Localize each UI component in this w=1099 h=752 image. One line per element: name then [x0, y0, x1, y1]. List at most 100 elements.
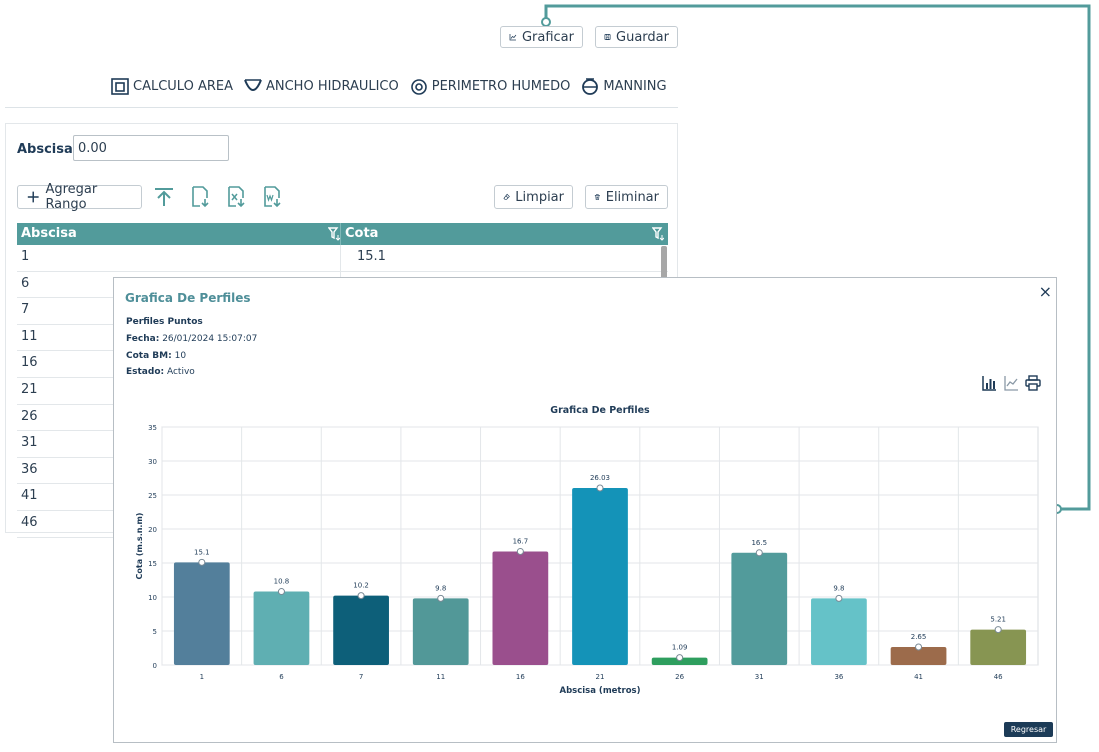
x-tick-label: 21 — [596, 673, 605, 681]
y-tick-label: 30 — [148, 458, 157, 466]
cota-value: 10 — [174, 351, 187, 361]
calculo-area-tool[interactable]: CALCULO AREA — [110, 76, 233, 96]
data-label: 10.2 — [353, 582, 369, 590]
guardar-button[interactable]: Guardar — [595, 26, 678, 48]
filter-icon[interactable] — [652, 227, 664, 241]
x-tick-label: 16 — [516, 673, 525, 681]
abscisa-input[interactable] — [73, 135, 229, 161]
y-tick-label: 10 — [148, 594, 157, 602]
cell-abscisa: 21 — [21, 381, 38, 397]
chart-modal: Grafica De Perfiles × Perfiles Puntos Fe… — [113, 277, 1057, 743]
eraser-icon — [503, 193, 510, 200]
data-label: 16.5 — [751, 539, 767, 547]
bar-marker-11 — [437, 594, 445, 602]
bar-marker-7 — [357, 592, 365, 600]
bar-26 — [651, 657, 708, 665]
cell-abscisa: 16 — [21, 355, 38, 371]
tools-toolbar: CALCULO AREA ANCHO HIDRAULICO PERIMETRO … — [110, 76, 667, 96]
x-tick-label: 6 — [279, 673, 284, 681]
area-icon — [111, 78, 129, 95]
close-icon[interactable]: × — [1038, 282, 1052, 301]
bar-46 — [970, 629, 1027, 665]
upload-icon[interactable] — [152, 185, 176, 209]
data-label: 9.8 — [435, 584, 446, 592]
data-label: 2.65 — [911, 633, 927, 641]
word-file-icon[interactable] — [260, 185, 284, 209]
x-tick-label: 36 — [834, 673, 843, 681]
cell-abscisa: 7 — [21, 302, 30, 318]
graficar-label: Graficar — [521, 29, 574, 45]
manning-icon — [582, 78, 599, 95]
bar-41 — [890, 646, 947, 665]
filter-icon[interactable] — [328, 227, 340, 241]
x-tick-label: 41 — [914, 673, 923, 681]
data-label: 15.1 — [194, 548, 210, 556]
cell-divider — [340, 245, 341, 271]
chart-title: Grafica De Perfiles — [550, 405, 650, 416]
bar-marker-1 — [198, 558, 206, 566]
meta-cota: Cota BM: 10 — [126, 351, 186, 361]
print-icon[interactable] — [1025, 375, 1041, 391]
header-abscisa[interactable]: Abscisa — [21, 226, 77, 241]
cell-abscisa: 11 — [21, 328, 38, 344]
bar-6 — [253, 591, 310, 665]
cell-abscisa: 36 — [21, 461, 38, 477]
cell-abscisa: 31 — [21, 435, 38, 451]
y-tick-label: 5 — [153, 628, 157, 636]
cell-cota: 15.1 — [357, 249, 386, 264]
graficar-button[interactable]: Graficar — [500, 26, 583, 48]
cell-abscisa: 26 — [21, 408, 38, 424]
meta-estado: Estado: Activo — [126, 367, 195, 377]
x-tick-label: 26 — [675, 673, 684, 681]
divider — [5, 107, 678, 108]
data-label: 10.8 — [274, 578, 290, 586]
y-tick-label: 35 — [148, 424, 157, 432]
y-tick-label: 20 — [148, 526, 157, 534]
modal-title: Grafica De Perfiles — [125, 291, 251, 305]
agregar-rango-label: Agregar Rango — [45, 182, 98, 212]
bar-7 — [333, 595, 389, 665]
manning-tool[interactable]: MANNING — [580, 76, 667, 96]
excel-file-icon[interactable] — [224, 185, 248, 209]
line-chart-icon[interactable] — [1003, 375, 1019, 391]
estado-value: Activo — [166, 367, 195, 377]
y-axis-label: Cota (m.s.n.m) — [135, 513, 144, 580]
header-cota[interactable]: Cota — [345, 226, 379, 241]
bar-marker-36 — [835, 594, 843, 602]
fecha-label: Fecha: — [126, 334, 160, 344]
fecha-value: 26/01/2024 15:07:07 — [162, 334, 258, 344]
manning-label: MANNING — [603, 78, 667, 94]
bar-marker-21 — [596, 484, 604, 492]
eliminar-button[interactable]: Eliminar — [585, 185, 668, 209]
table-header: Abscisa Cota — [17, 223, 668, 245]
agregar-rango-button[interactable]: Agregar Rango — [17, 182, 142, 212]
bar-marker-46 — [994, 626, 1002, 634]
y-tick-label: 25 — [148, 492, 157, 500]
bar-marker-26 — [676, 654, 684, 662]
table-scrollbar[interactable] — [661, 246, 667, 280]
save-icon — [604, 34, 611, 40]
guardar-label: Guardar — [616, 29, 669, 45]
bar-marker-6 — [277, 588, 285, 596]
cell-abscisa: 1 — [21, 249, 30, 264]
plus-icon — [27, 191, 39, 203]
y-tick-label: 15 — [148, 560, 157, 568]
ancho-hidraulico-label: ANCHO HIDRAULICO — [265, 78, 399, 94]
ancho-hidraulico-tool[interactable]: ANCHO HIDRAULICO — [243, 76, 399, 96]
bar-31 — [731, 552, 788, 665]
cota-label: Cota BM: — [126, 351, 172, 361]
limpiar-button[interactable]: Limpiar — [494, 185, 573, 209]
x-axis-label: Abscisa (metros) — [560, 686, 641, 696]
bar-chart-icon[interactable] — [981, 375, 997, 391]
table-row[interactable]: 1 15.1 — [17, 245, 668, 272]
cell-abscisa: 41 — [21, 488, 38, 504]
perimetro-humedo-tool[interactable]: PERIMETRO HUMEDO — [409, 76, 570, 96]
data-label: 9.8 — [833, 584, 844, 592]
bar-11 — [412, 598, 469, 665]
bar-marker-31 — [755, 549, 763, 557]
import-file-icon[interactable] — [188, 185, 212, 209]
cell-abscisa: 6 — [21, 275, 30, 291]
data-label: 26.03 — [590, 474, 610, 482]
bar-1 — [173, 562, 230, 665]
regresar-button[interactable]: Regresar — [1004, 722, 1053, 737]
